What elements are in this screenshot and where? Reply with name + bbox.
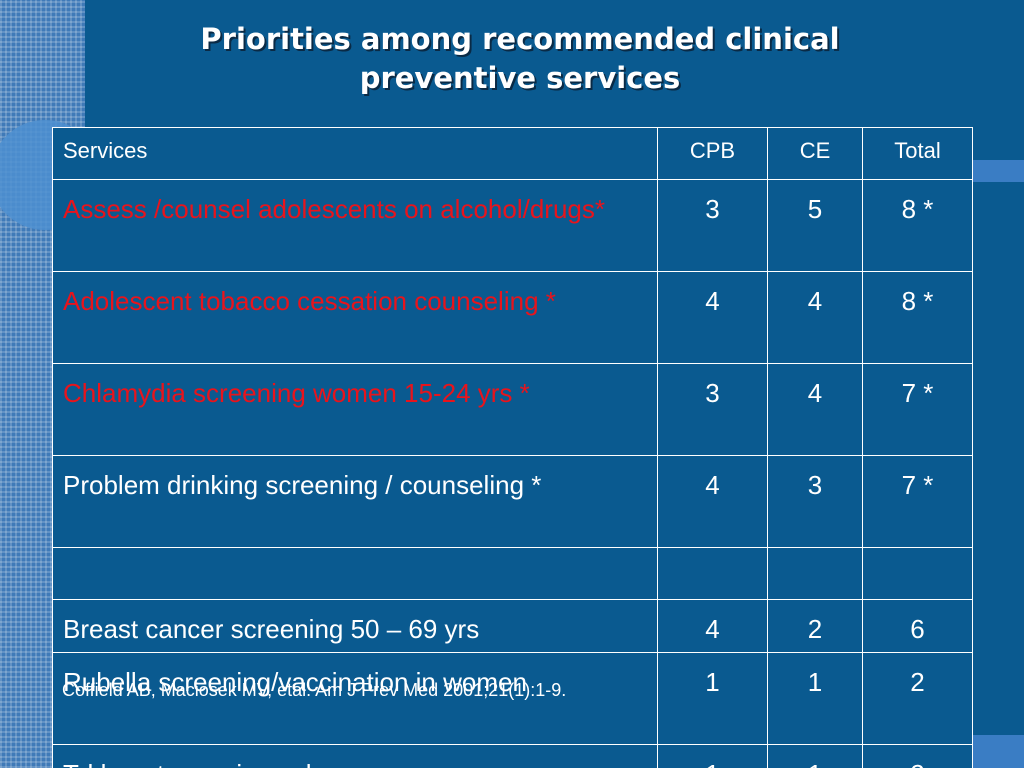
cpb-cell: 3 — [657, 179, 768, 272]
slide-title-line-1: Priorities among recommended clinical — [200, 22, 840, 56]
table-header-row: Services CPB CE Total — [52, 127, 973, 180]
total-cell: 2 — [862, 652, 973, 745]
cpb-cell: 4 — [657, 455, 768, 548]
ce-cell: 3 — [767, 455, 863, 548]
cpb-cell: 4 — [657, 599, 768, 653]
ce-cell: 1 — [767, 652, 863, 745]
ce-cell: 5 — [767, 179, 863, 272]
table-row: Td boosters universal 1 1 2 — [52, 744, 973, 768]
service-cell: Rubella screening/vaccination in women — [52, 652, 658, 745]
ce-cell: 4 — [767, 363, 863, 456]
cpb-cell: 4 — [657, 271, 768, 364]
service-cell — [52, 547, 658, 600]
ce-cell — [767, 547, 863, 600]
ce-cell: 1 — [767, 744, 863, 768]
table-row-empty — [52, 547, 973, 600]
table-row: Breast cancer screening 50 – 69 yrs 4 2 … — [52, 599, 973, 653]
total-cell: 7 * — [862, 455, 973, 548]
ce-cell: 4 — [767, 271, 863, 364]
service-cell: Problem drinking screening / counseling … — [52, 455, 658, 548]
ce-cell: 2 — [767, 599, 863, 653]
table-row: Chlamydia screening women 15-24 yrs * 3 … — [52, 363, 973, 456]
cpb-cell: 3 — [657, 363, 768, 456]
service-cell: Adolescent tobacco cessation counseling … — [52, 271, 658, 364]
table-row: Problem drinking screening / counseling … — [52, 455, 973, 548]
cpb-cell: 1 — [657, 744, 768, 768]
header-total: Total — [862, 127, 973, 180]
header-ce: CE — [767, 127, 863, 180]
service-cell: Assess /counsel adolescents on alcohol/d… — [52, 179, 658, 272]
cpb-cell: 1 — [657, 652, 768, 745]
citation-text: Coffield AB, Maciosek MV, etal. Am J Pre… — [62, 680, 567, 700]
header-services: Services — [52, 127, 658, 180]
decorative-bar-right — [960, 160, 1024, 182]
slide-title-line-2: preventive services — [359, 61, 681, 95]
total-cell: 6 — [862, 599, 973, 653]
slide-title: Priorities among recommended clinical pr… — [100, 20, 940, 98]
header-cpb: CPB — [657, 127, 768, 180]
service-cell: Breast cancer screening 50 – 69 yrs — [52, 599, 658, 653]
table-row: Adolescent tobacco cessation counseling … — [52, 271, 973, 364]
services-table: Services CPB CE Total Assess /counsel ad… — [52, 127, 973, 768]
service-cell: Chlamydia screening women 15-24 yrs * — [52, 363, 658, 456]
total-cell: 8 * — [862, 271, 973, 364]
table-row: Assess /counsel adolescents on alcohol/d… — [52, 179, 973, 272]
total-cell — [862, 547, 973, 600]
total-cell: 7 * — [862, 363, 973, 456]
total-cell: 8 * — [862, 179, 973, 272]
service-cell: Td boosters universal — [52, 744, 658, 768]
table-row: Rubella screening/vaccination in women 1… — [52, 652, 973, 745]
cpb-cell — [657, 547, 768, 600]
total-cell: 2 — [862, 744, 973, 768]
